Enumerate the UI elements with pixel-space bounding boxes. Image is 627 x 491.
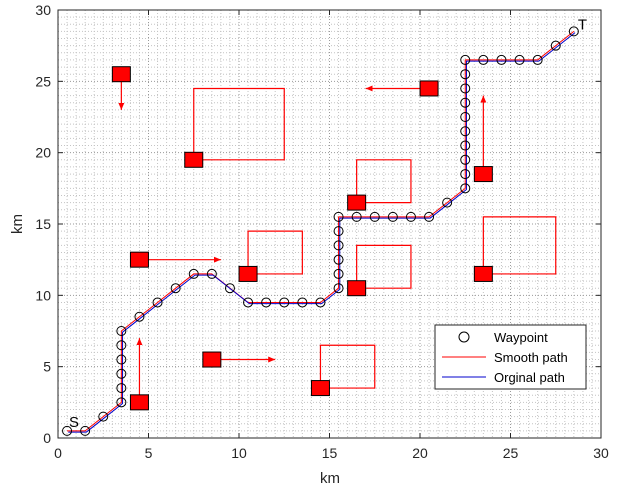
waypoint-marker [333, 268, 344, 279]
obstacle-marker [473, 265, 493, 282]
obstacle-marker [129, 251, 149, 268]
waypoint-marker [224, 283, 235, 294]
y-tick-label: 15 [35, 216, 51, 232]
obstacle-marker [473, 166, 493, 183]
obstacle-marker [111, 66, 131, 83]
waypoint-marker [134, 311, 145, 322]
waypoint-marker [333, 283, 344, 294]
waypoint-marker [550, 40, 561, 51]
waypoint-marker [98, 411, 109, 422]
y-tick-label: 20 [35, 145, 51, 161]
waypoint-marker [261, 297, 272, 308]
waypoint-marker [369, 211, 380, 222]
y-tick-label: 30 [35, 2, 51, 18]
waypoint-marker [188, 268, 199, 279]
waypoint-marker [460, 140, 471, 151]
x-tick-label: 30 [593, 445, 609, 461]
waypoint-marker [206, 268, 217, 279]
waypoint-marker [80, 425, 91, 436]
legend-original-path-label: Orginal path [494, 370, 565, 385]
obstacle-marker [310, 380, 330, 397]
original-path-line [68, 32, 576, 433]
obstacle-marker [129, 394, 149, 411]
waypoint-marker [460, 83, 471, 94]
waypoint-marker [152, 297, 163, 308]
x-tick-label: 25 [503, 445, 519, 461]
waypoint-marker [460, 97, 471, 108]
waypoint-marker [333, 226, 344, 237]
obstacle-trajectory [245, 230, 303, 275]
axis-ticks: 0 5 10 15 20 25 30 0 5 10 15 20 25 30 [35, 2, 609, 461]
waypoint-marker [333, 254, 344, 265]
target-label: T [578, 16, 587, 33]
waypoint-marker [333, 211, 344, 222]
obstacle-trajectory [353, 244, 412, 289]
obstacle-trajectory [317, 344, 376, 389]
waypoint-marker [170, 283, 181, 294]
waypoint-marker [116, 326, 127, 336]
waypoint-marker [116, 397, 127, 408]
waypoint-marker [460, 69, 471, 80]
waypoint-marker [62, 425, 73, 436]
y-tick-label: 10 [35, 287, 51, 303]
waypoint-marker [333, 240, 344, 251]
obstacle-marker [347, 194, 367, 211]
start-label: S [69, 414, 79, 431]
y-tick-label: 0 [43, 430, 51, 446]
obstacle-marker [347, 280, 367, 297]
waypoint-marker [116, 354, 127, 365]
obstacle-marker [184, 151, 204, 168]
legend-waypoint-label: Waypoint [494, 330, 548, 345]
waypoint-marker [532, 54, 543, 65]
waypoint-marker [297, 297, 308, 308]
waypoint-marker [568, 26, 579, 37]
y-tick-label: 5 [43, 359, 51, 375]
obstacle-marker [202, 351, 222, 368]
waypoint-marker [460, 154, 471, 165]
y-tick-label: 25 [35, 73, 51, 89]
obstacle-trajectories [118, 74, 557, 403]
obstacle-trajectory [190, 87, 285, 161]
waypoint-marker [315, 297, 326, 308]
waypoint-marker [116, 340, 127, 351]
obstacle-marker [238, 265, 258, 282]
obstacle-markers [111, 66, 493, 411]
obstacle-marker [419, 80, 439, 97]
x-tick-label: 15 [322, 445, 338, 461]
waypoint-marker [387, 211, 398, 222]
waypoint-marker [424, 211, 435, 222]
waypoint-marker [460, 126, 471, 137]
series-layer [67, 31, 576, 433]
x-tick-label: 20 [412, 445, 428, 461]
waypoint-marker [279, 297, 290, 308]
waypoint-markers [62, 26, 579, 436]
waypoint-marker [116, 368, 127, 379]
waypoint-marker [460, 54, 471, 65]
x-axis-label: km [320, 470, 340, 487]
waypoint-marker [116, 383, 127, 394]
waypoint-marker [405, 211, 416, 222]
waypoint-marker [460, 169, 471, 180]
legend: Waypoint Smooth path Orginal path [434, 324, 587, 390]
obstacle-trajectory [480, 216, 557, 275]
waypoint-marker [478, 54, 489, 65]
waypoint-marker [442, 197, 453, 208]
waypoint-marker [514, 54, 525, 65]
waypoint-marker [351, 211, 362, 222]
obstacle-trajectory [353, 159, 412, 204]
x-tick-label: 0 [54, 445, 62, 461]
y-axis-label: km [9, 214, 26, 234]
legend-smooth-path-label: Smooth path [494, 350, 568, 365]
waypoint-marker [243, 297, 254, 308]
waypoint-marker [496, 54, 507, 65]
x-tick-label: 5 [145, 445, 153, 461]
waypoint-marker [460, 112, 471, 122]
legend-waypoint-marker [458, 331, 470, 343]
smooth-path-line [67, 31, 575, 432]
waypoint-marker [460, 183, 471, 194]
x-tick-label: 10 [231, 445, 247, 461]
